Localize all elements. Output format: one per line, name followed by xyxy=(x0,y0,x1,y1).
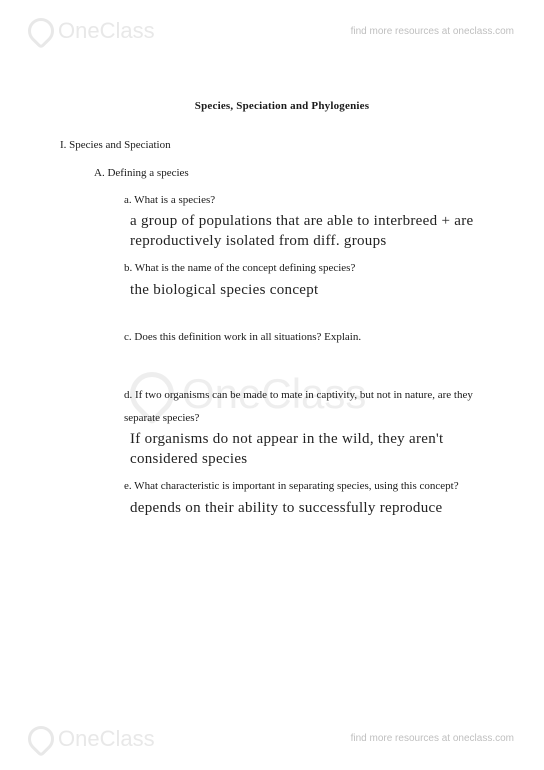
tagline-bottom: find more resources at oneclass.com xyxy=(351,733,514,744)
answer-e: depends on their ability to successfully… xyxy=(130,498,504,518)
brand-text-bot: OneClass xyxy=(58,726,155,752)
document-body: Species, Speciation and Phylogenies I. S… xyxy=(60,100,504,528)
watermark-top: OneClass xyxy=(28,18,155,44)
question-c: c. Does this definition work in all situ… xyxy=(124,330,504,344)
brand-icon xyxy=(23,721,60,758)
doc-title: Species, Speciation and Phylogenies xyxy=(60,100,504,112)
question-d-line1: d. If two organisms can be made to mate … xyxy=(124,388,504,402)
answer-b: the biological species concept xyxy=(130,280,504,300)
question-a: a. What is a species? xyxy=(124,193,504,207)
outline: I. Species and Speciation A. Defining a … xyxy=(60,138,504,518)
question-e: e. What characteristic is important in s… xyxy=(124,479,504,493)
brand-icon xyxy=(23,13,60,50)
brand-text-top: OneClass xyxy=(58,18,155,44)
question-d-line2: separate species? xyxy=(124,411,504,425)
question-b: b. What is the name of the concept defin… xyxy=(124,261,504,275)
subsection-a-heading: A. Defining a species xyxy=(94,166,504,180)
answer-a: a group of populations that are able to … xyxy=(130,211,504,252)
answer-d: If organisms do not appear in the wild, … xyxy=(130,429,504,470)
section-1-heading: I. Species and Speciation xyxy=(60,138,504,152)
tagline-top: find more resources at oneclass.com xyxy=(351,26,514,37)
watermark-bottom: OneClass xyxy=(28,726,155,752)
